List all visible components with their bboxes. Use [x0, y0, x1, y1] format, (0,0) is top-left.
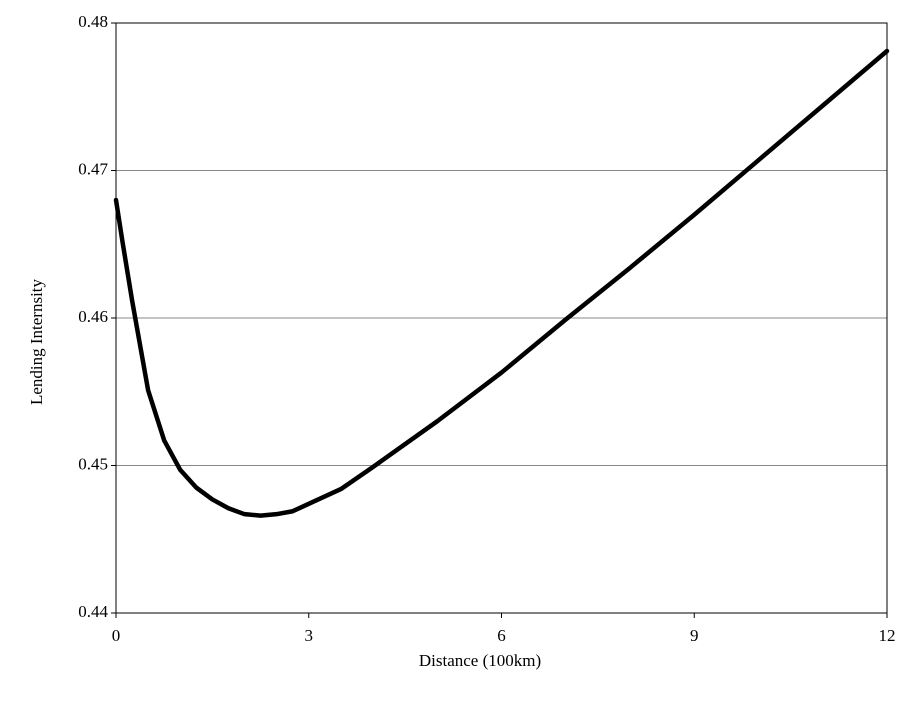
y-tick-label: 0.44: [78, 602, 108, 621]
x-tick-label: 12: [879, 626, 896, 645]
y-tick-label: 0.46: [78, 307, 108, 326]
x-tick-label: 0: [112, 626, 121, 645]
y-axis-label: Lending Internsity: [27, 278, 46, 405]
plot-frame: [115, 22, 888, 614]
y-tick-label: 0.48: [78, 12, 108, 31]
x-tick-label: 6: [497, 626, 506, 645]
x-tick-label: 3: [305, 626, 314, 645]
x-tick-label: 9: [690, 626, 699, 645]
x-axis-label: Distance (100km): [419, 651, 541, 670]
line-series: [113, 48, 890, 518]
y-tick-label: 0.45: [78, 454, 108, 473]
y-tick-label: 0.47: [78, 159, 108, 178]
